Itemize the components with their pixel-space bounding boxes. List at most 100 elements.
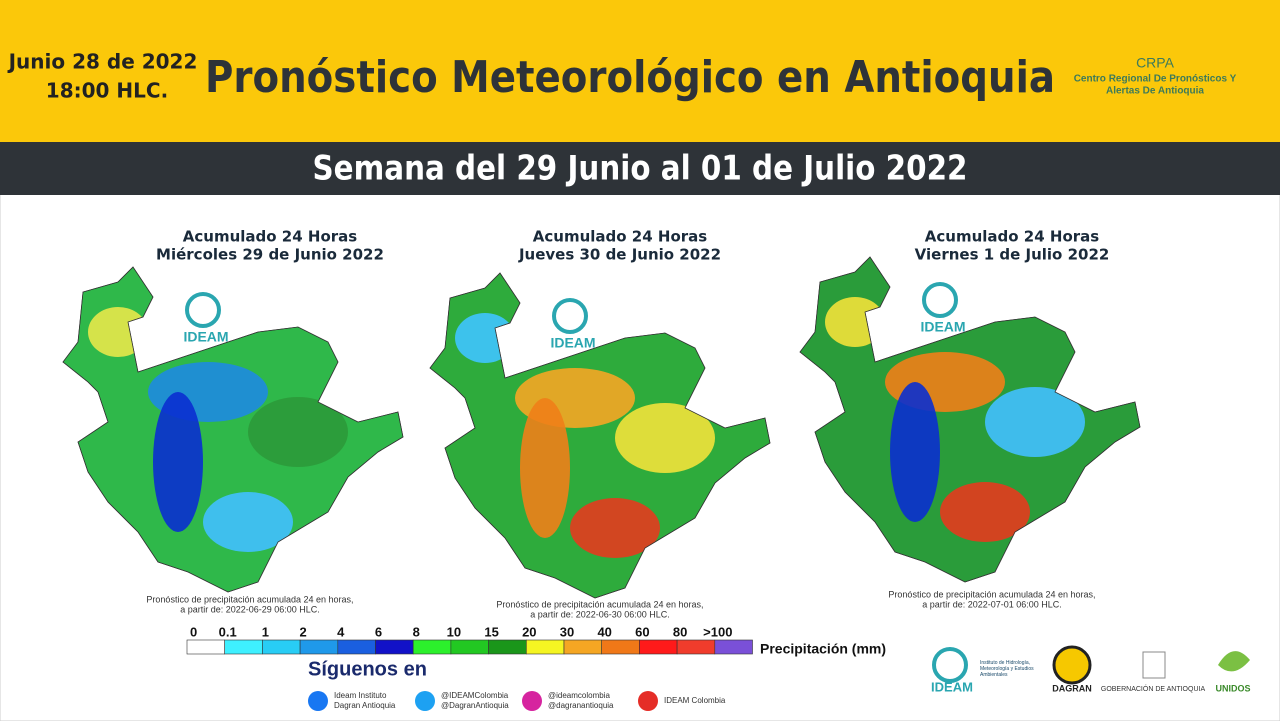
legend-swatch <box>525 639 565 655</box>
precip-area <box>153 392 203 532</box>
legend-swatch <box>224 639 263 655</box>
unidos-text: UNIDOS <box>1215 683 1250 693</box>
subtitle: Semana del 29 Junio al 01 de Julio 2022 <box>313 149 968 189</box>
social-handle: @DagranAntioquia <box>441 701 509 710</box>
legend-label: 2 <box>299 624 306 639</box>
legend-label: 20 <box>522 624 536 639</box>
map-note: a partir de: 2022-06-29 06:00 HLC. <box>180 604 320 614</box>
ideam-full-text: Instituto de Hidrología, Meteorología y … <box>980 660 1034 678</box>
map-fields <box>88 307 348 552</box>
social-icon <box>415 691 435 711</box>
map-note: a partir de: 2022-07-01 06:00 HLC. <box>922 599 1062 609</box>
legend-swatch <box>262 639 301 655</box>
legend-swatch <box>488 639 527 655</box>
map-fields <box>455 313 715 558</box>
legend-label: 40 <box>597 624 611 639</box>
unidos-logo <box>1218 651 1250 672</box>
social-icon <box>308 691 328 711</box>
social-heading: Síguenos en <box>308 658 427 680</box>
legend-swatch <box>299 639 339 655</box>
social-icon <box>522 691 542 711</box>
legend-label: >100 <box>703 624 732 639</box>
legend-label: 10 <box>447 624 461 639</box>
legend-swatch <box>450 639 489 655</box>
map-note: a partir de: 2022-06-30 06:00 HLC. <box>530 609 670 619</box>
ideam-logo <box>932 647 968 683</box>
time: 18:00 HLC. <box>46 79 168 103</box>
social-handle: @IDEAMColombia <box>441 691 509 700</box>
social-handle: IDEAM Colombia <box>664 696 726 705</box>
legend-swatch <box>337 639 376 655</box>
legend-label: 30 <box>560 624 574 639</box>
title: Pronóstico Meteorológico en Antioquia <box>205 52 1055 103</box>
legend-swatch <box>563 639 603 655</box>
map-note: Pronóstico de precipitación acumulada 24… <box>146 594 353 604</box>
legend-swatch <box>412 639 452 655</box>
map-note: Pronóstico de precipitación acumulada 24… <box>888 589 1095 599</box>
ideam-map-logo <box>552 298 588 334</box>
map-title: Jueves 30 de Junio 2022 <box>518 246 721 264</box>
subtitle-band <box>0 142 1280 195</box>
legend-label: 6 <box>375 624 382 639</box>
ideam-map-text: IDEAM <box>183 329 228 345</box>
map-title: Viernes 1 de Julio 2022 <box>915 246 1110 264</box>
ideam-map-text: IDEAM <box>550 335 595 351</box>
legend-label: 80 <box>673 624 687 639</box>
legend-label: 1 <box>262 624 269 639</box>
social-handle: @dagranantioquia <box>548 701 614 710</box>
precip-area <box>940 482 1030 542</box>
legend-label: 15 <box>484 624 498 639</box>
map-title: Acumulado 24 Horas <box>925 228 1099 246</box>
precip-area <box>570 498 660 558</box>
legend-label: 8 <box>413 624 420 639</box>
legend-label: 0.1 <box>219 624 237 639</box>
map-note: Pronóstico de precipitación acumulada 24… <box>496 599 703 609</box>
legend-swatch <box>375 639 414 655</box>
legend-swatch <box>639 639 678 655</box>
legend-swatch <box>601 639 640 655</box>
org-line: Alertas De Antioquia <box>1106 86 1204 97</box>
legend-swatch <box>714 639 753 655</box>
gob-text: GOBERNACIÓN DE ANTIOQUIA <box>1101 684 1206 693</box>
social-icon <box>638 691 658 711</box>
logos: IDEAM Instituto de Hidrología, Meteorolo… <box>931 645 1251 694</box>
ideam-full: Instituto de Hidrología, Meteorología y … <box>980 660 1034 678</box>
org-line: Centro Regional De Pronósticos Y <box>1074 74 1237 85</box>
map: IDEAM <box>62 266 404 593</box>
ideam-text: IDEAM <box>931 679 973 694</box>
gob-shield <box>1142 651 1166 679</box>
precip-area <box>248 397 348 467</box>
legend-swatch <box>676 639 716 655</box>
legend-label: 0 <box>190 624 197 639</box>
legend-unit: Precipitación (mm) <box>760 641 886 657</box>
map-title: Acumulado 24 Horas <box>533 228 707 246</box>
dagran-text: DAGRAN <box>1052 683 1092 693</box>
color-legend: 0 0.1 1 2 4 6 8 10 15 20 30 40 60 80 >100 <box>186 624 753 655</box>
ideam-map-logo <box>922 282 958 318</box>
map: IDEAM <box>799 256 1141 583</box>
dagran-logo <box>1052 645 1092 685</box>
social-handle: Dagran Antioquia <box>334 701 396 710</box>
social-handle: Ideam Instituto <box>334 691 387 700</box>
legend-swatch <box>186 639 226 655</box>
precip-area <box>985 387 1085 457</box>
precip-area <box>203 492 293 552</box>
ideam-map-logo <box>185 292 221 328</box>
map-fields <box>825 297 1085 542</box>
map-title: Miércoles 29 de Junio 2022 <box>156 246 384 264</box>
header-band <box>0 0 1280 142</box>
map-title: Acumulado 24 Horas <box>183 228 357 246</box>
legend-label: 4 <box>337 624 345 639</box>
legend-label: 60 <box>635 624 649 639</box>
org-short: CRPA <box>1136 55 1175 71</box>
precip-area <box>615 403 715 473</box>
date: Junio 28 de 2022 <box>7 50 198 74</box>
map: IDEAM <box>429 272 771 599</box>
precip-area <box>520 398 570 538</box>
ideam-map-text: IDEAM <box>920 319 965 335</box>
social-handle: @ideamcolombia <box>548 691 610 700</box>
